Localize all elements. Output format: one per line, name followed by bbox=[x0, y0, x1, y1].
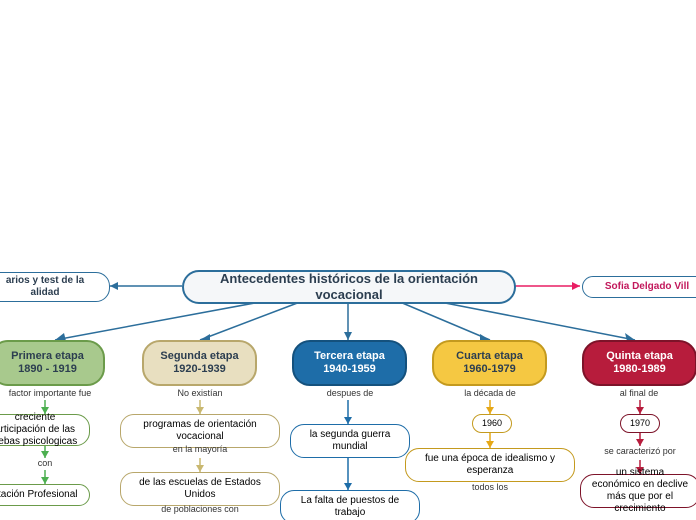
stage-4[interactable]: Cuarta etapa1960-1979 bbox=[432, 340, 547, 386]
stage-3-title: Tercera etapa1940-1959 bbox=[314, 350, 385, 376]
c3-t1: despues de bbox=[320, 388, 380, 398]
stage-3[interactable]: Tercera etapa1940-1959 bbox=[292, 340, 407, 386]
c4-t1: la década de bbox=[460, 388, 520, 398]
right-node[interactable]: Sofia Delgado Vill bbox=[582, 276, 696, 298]
c5-n2[interactable]: un sistema económico en declive más que … bbox=[580, 474, 696, 508]
c4-n2[interactable]: fue una época de idealismo y esperanza bbox=[405, 448, 575, 482]
left-node[interactable]: arios y test de la alidad bbox=[0, 272, 110, 302]
c2-t1: No existían bbox=[170, 388, 230, 398]
c2-t2: en la mayoría bbox=[168, 444, 232, 454]
c5-n1[interactable]: 1970 bbox=[620, 414, 660, 433]
stage-4-title: Cuarta etapa1960-1979 bbox=[456, 350, 523, 376]
root-node[interactable]: Antecedentes históricos de la orientació… bbox=[182, 270, 516, 304]
c4-t2: todos los bbox=[465, 482, 515, 492]
c5-t1: al final de bbox=[614, 388, 664, 398]
c1-n1[interactable]: creciente articipación de las uebas psic… bbox=[0, 414, 90, 446]
c1-n2[interactable]: ntación Profesional bbox=[0, 484, 90, 506]
c3-n1[interactable]: la segunda guerra mundial bbox=[290, 424, 410, 458]
mindmap-canvas: Antecedentes históricos de la orientació… bbox=[0, 0, 696, 520]
c4-n1[interactable]: 1960 bbox=[472, 414, 512, 433]
stage-1-title: Primera etapa1890 - 1919 bbox=[11, 350, 84, 376]
c1-t1: factor importante fue bbox=[0, 388, 100, 398]
c5-t2: se caracterizó por bbox=[595, 446, 685, 456]
stage-1[interactable]: Primera etapa1890 - 1919 bbox=[0, 340, 105, 386]
c3-n2[interactable]: La falta de puestos de trabajo bbox=[280, 490, 420, 520]
stage-2-title: Segunda etapa1920-1939 bbox=[160, 350, 238, 376]
stage-5-title: Quinta etapa1980-1989 bbox=[606, 350, 673, 376]
c2-n1[interactable]: programas de orientación vocacional bbox=[120, 414, 280, 448]
c1-t2: con bbox=[30, 458, 60, 468]
stage-5[interactable]: Quinta etapa1980-1989 bbox=[582, 340, 696, 386]
c2-n2[interactable]: de las escuelas de Estados Unidos bbox=[120, 472, 280, 506]
stage-2[interactable]: Segunda etapa1920-1939 bbox=[142, 340, 257, 386]
c2-t3: de poblaciones con bbox=[155, 504, 245, 514]
